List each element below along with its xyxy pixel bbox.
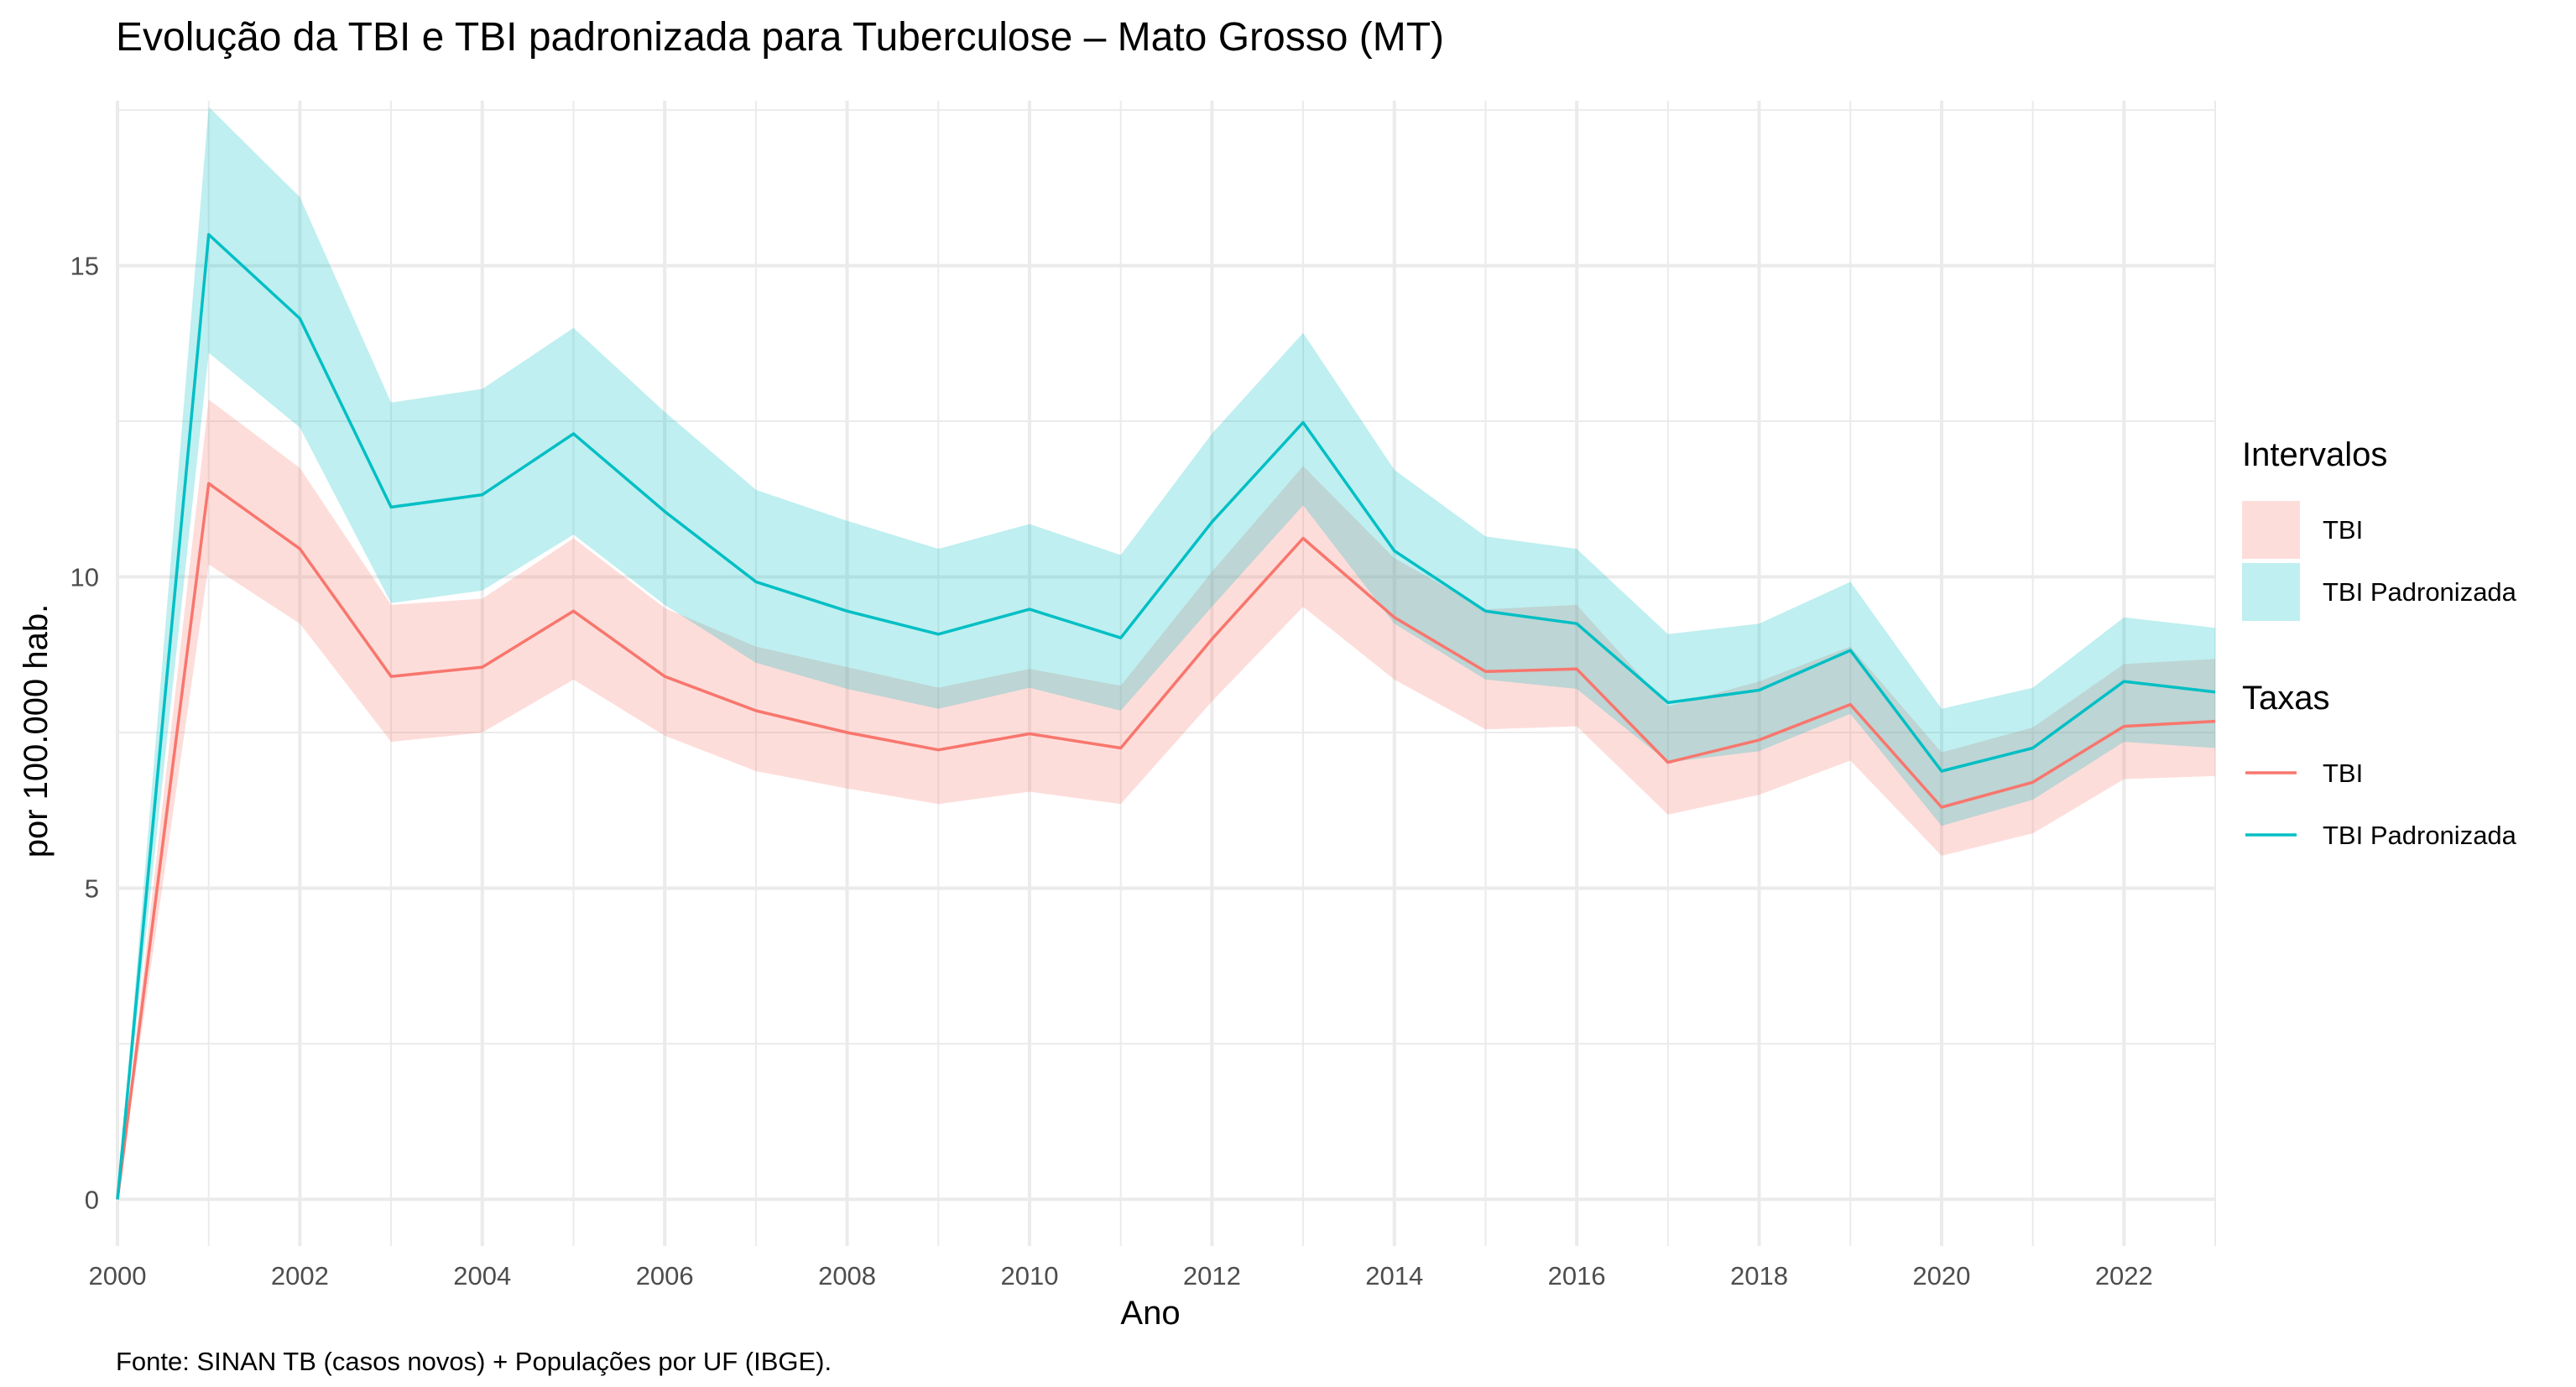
series-lines [116, 232, 2216, 1200]
grid-minor [117, 101, 2216, 1246]
grid-major [116, 101, 2215, 1246]
legend-label: TBI Padronizada [2323, 821, 2517, 850]
legend-title-1: Intervalos [2242, 436, 2387, 473]
x-tick-label: 2022 [2095, 1261, 2153, 1291]
legend-key-fill [2242, 563, 2300, 621]
legend-title-2: Taxas [2242, 680, 2330, 717]
x-tick-label: 2014 [1365, 1261, 1423, 1291]
y-tick-label: 5 [85, 873, 99, 903]
x-tick-label: 2008 [818, 1261, 876, 1291]
legend-key-fill [2242, 501, 2300, 559]
y-tick-label: 10 [70, 563, 99, 592]
line-series-1 [116, 482, 2216, 1200]
line-series-2 [116, 232, 2216, 1200]
y-tick-label: 0 [85, 1185, 99, 1214]
band-series-1 [117, 399, 2215, 1200]
x-tick-label: 2000 [89, 1261, 147, 1291]
x-tick-label: 2020 [1912, 1261, 1970, 1291]
y-axis-ticks: 0 5 10 15 [70, 252, 99, 1215]
band-series-2 [117, 107, 2215, 1200]
y-axis-title: por 100.000 hab. [18, 604, 55, 858]
x-tick-label: 2010 [1000, 1261, 1058, 1291]
legend-label: TBI [2323, 759, 2363, 788]
x-tick-label: 2002 [271, 1261, 329, 1291]
x-tick-label: 2018 [1730, 1261, 1788, 1291]
y-tick-label: 15 [70, 252, 99, 281]
x-tick-label: 2006 [636, 1261, 694, 1291]
confidence-bands [117, 107, 2215, 1200]
x-axis-ticks: 2000 2002 2004 2006 2008 2010 2012 2014 2016 2018… [89, 1261, 2153, 1291]
x-axis-title: Ano [1120, 1295, 1180, 1332]
chart-caption: Fonte: SINAN TB (casos novos) + Populaçõ… [116, 1347, 832, 1376]
x-tick-label: 2012 [1183, 1261, 1241, 1291]
legend-label: TBI [2323, 515, 2363, 545]
chart-title: Evolução da TBI e TBI padronizada para T… [116, 15, 1444, 60]
x-tick-label: 2016 [1548, 1261, 1606, 1291]
legend-label: TBI Padronizada [2323, 577, 2517, 607]
legend: Intervalos TBI TBI Padronizada Taxas TBI TBI … [2242, 436, 2517, 850]
x-tick-label: 2004 [453, 1261, 511, 1291]
